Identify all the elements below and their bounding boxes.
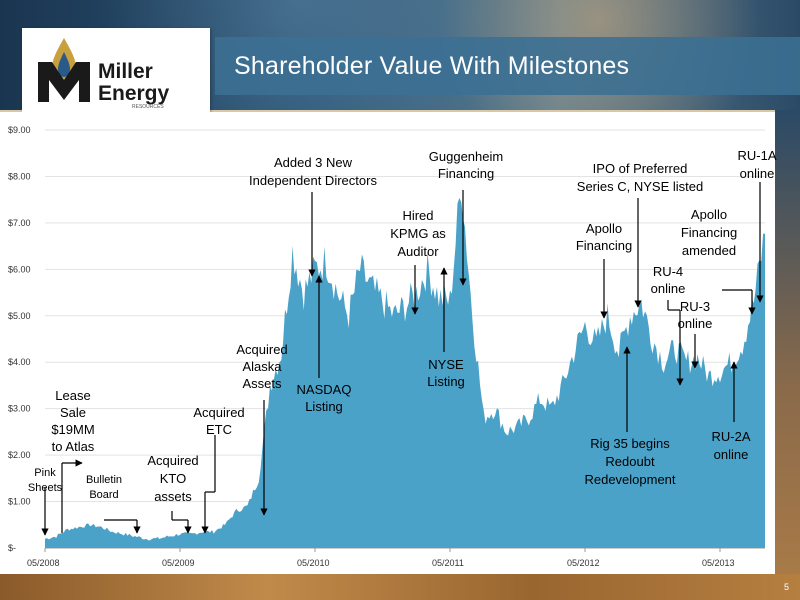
price-area-series: [45, 197, 765, 548]
annotation-apollo-financing: Apollo Financing: [576, 221, 632, 319]
annotation-bulletin-board: Bulletin Board: [86, 474, 141, 534]
annotation-text: Financing: [681, 225, 737, 240]
annotation-text: RU-2A: [711, 429, 750, 444]
annotation-nasdaq: NASDAQ Listing: [297, 275, 352, 414]
annotation-text: Apollo: [586, 221, 622, 236]
annotation-text: Hired: [402, 208, 433, 223]
annotation-ru3: RU-3 online: [678, 299, 713, 369]
annotation-text: Bulletin: [86, 474, 122, 486]
annotation-text: Redevelopment: [584, 472, 675, 487]
y-tick-label: $-: [8, 543, 16, 553]
annotation-lease-sale: Lease Sale $19MM to Atlas: [51, 388, 95, 533]
x-tick-label: 05/2013: [702, 558, 735, 568]
annotation-text: RU-3: [680, 299, 710, 314]
annotation-text: Financing: [576, 238, 632, 253]
annotation-rig35: Rig 35 begins Redoubt Redevelopment: [584, 346, 676, 487]
annotation-text: Rig 35 begins: [590, 436, 670, 451]
x-tick-label: 05/2010: [297, 558, 330, 568]
annotation-text: Series C, NYSE listed: [577, 179, 703, 194]
annotation-text: IPO of Preferred: [593, 161, 688, 176]
annotation-text: KPMG as: [390, 226, 446, 241]
y-tick-label: $6.00: [8, 264, 31, 274]
annotation-text: Auditor: [397, 244, 439, 259]
annotation-text: Independent Directors: [249, 173, 377, 188]
y-tick-label: $5.00: [8, 311, 31, 321]
annotation-text: $19MM: [51, 422, 94, 437]
annotation-text: assets: [154, 489, 192, 504]
annotation-text: ETC: [206, 422, 232, 437]
logo-name-line1: Miller: [98, 60, 153, 83]
company-logo: Miller Energy RESOURCES: [22, 28, 210, 112]
logo-name-line2: Energy: [98, 82, 170, 105]
annotation-text: Assets: [242, 376, 282, 391]
annotation-text: Sale: [60, 405, 86, 420]
annotation-acquired-kto: Acquired KTO assets: [147, 453, 199, 534]
annotation-text: online: [678, 316, 713, 331]
annotation-text: Acquired: [193, 405, 244, 420]
annotation-text: online: [714, 447, 749, 462]
right-border-band: [775, 110, 800, 574]
y-tick-label: $1.00: [8, 497, 31, 507]
y-tick-label: $7.00: [8, 218, 31, 228]
annotation-text: Added 3 New: [274, 155, 353, 170]
y-tick-label: $9.00: [8, 125, 31, 135]
annotation-nyse-listing: NYSE Listing: [427, 267, 465, 389]
annotation-text: RU-1A: [737, 148, 776, 163]
annotation-text: Board: [89, 489, 118, 501]
annotation-text: Pink: [34, 467, 56, 479]
annotation-text: Guggenheim: [429, 149, 503, 164]
annotation-ipo-preferred: IPO of Preferred Series C, NYSE listed: [577, 161, 703, 308]
annotation-ru1a: RU-1A online: [737, 148, 777, 303]
logo-tagline: RESOURCES: [132, 104, 164, 110]
annotation-text: Redoubt: [605, 454, 655, 469]
annotation-text: amended: [682, 243, 736, 258]
footer-band: [0, 574, 800, 600]
annotation-text: RU-4: [653, 264, 683, 279]
annotation-apollo-amended: Apollo Financing amended: [681, 207, 756, 315]
annotation-text: NYSE: [428, 357, 464, 372]
flame-drop-icon: [52, 38, 76, 81]
annotation-acquired-etc: Acquired ETC: [193, 405, 245, 534]
annotation-text: to Atlas: [52, 439, 95, 454]
annotation-text: Listing: [305, 399, 343, 414]
annotation-added-directors: Added 3 New Independent Directors: [249, 155, 377, 277]
y-tick-label: $4.00: [8, 357, 31, 367]
annotation-text: online: [740, 166, 775, 181]
x-tick-label: 05/2011: [432, 558, 464, 568]
x-tick-label: 05/2009: [162, 558, 195, 568]
annotation-text: Acquired: [236, 342, 287, 357]
annotation-text: online: [651, 281, 686, 296]
annotation-text: Financing: [438, 166, 494, 181]
annotation-acquired-alaska: Acquired Alaska Assets: [236, 342, 288, 516]
annotation-text: NASDAQ: [297, 382, 352, 397]
annotation-ru4: RU-4 online: [651, 264, 686, 386]
annotation-text: KTO: [160, 471, 187, 486]
annotation-ru2a: RU-2A online: [711, 361, 751, 462]
annotation-guggenheim: Guggenheim Financing: [429, 149, 503, 286]
annotation-text: Alaska: [242, 359, 282, 374]
slide-title: Shareholder Value With Milestones: [234, 52, 630, 80]
y-tick-label: $8.00: [8, 171, 31, 181]
x-tick-label: 05/2012: [567, 558, 600, 568]
annotation-text: Acquired: [147, 453, 198, 468]
annotation-hired-kpmg: Hired KPMG as Auditor: [390, 208, 446, 315]
logo-m-mark: [38, 62, 90, 102]
y-tick-label: $3.00: [8, 404, 31, 414]
page-number: 5: [784, 582, 790, 592]
annotation-text: Apollo: [691, 207, 727, 222]
title-strip: [215, 37, 800, 95]
y-tick-label: $2.00: [8, 450, 31, 460]
x-tick-label: 05/2008: [27, 558, 60, 568]
annotation-text: Listing: [427, 374, 465, 389]
annotation-text: Lease: [55, 388, 90, 403]
